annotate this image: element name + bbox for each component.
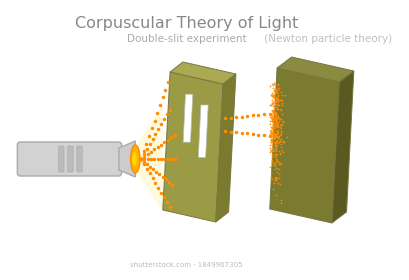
FancyBboxPatch shape (58, 146, 64, 172)
Ellipse shape (131, 145, 140, 173)
Polygon shape (216, 74, 236, 222)
Polygon shape (170, 62, 236, 84)
Polygon shape (119, 141, 135, 177)
Polygon shape (270, 68, 339, 223)
FancyBboxPatch shape (67, 146, 73, 172)
FancyBboxPatch shape (77, 146, 82, 172)
Polygon shape (198, 105, 208, 158)
Polygon shape (277, 57, 354, 82)
Polygon shape (332, 71, 354, 223)
FancyBboxPatch shape (17, 142, 121, 176)
Polygon shape (135, 104, 163, 211)
Text: Double-slit experiment: Double-slit experiment (127, 34, 246, 44)
Text: (Newton particle theory): (Newton particle theory) (261, 34, 392, 44)
Polygon shape (163, 72, 223, 222)
Ellipse shape (132, 152, 137, 166)
Polygon shape (183, 94, 193, 142)
Text: Corpuscular Theory of Light: Corpuscular Theory of Light (75, 16, 298, 31)
Text: shutterstock.com · 1849967305: shutterstock.com · 1849967305 (130, 262, 243, 268)
